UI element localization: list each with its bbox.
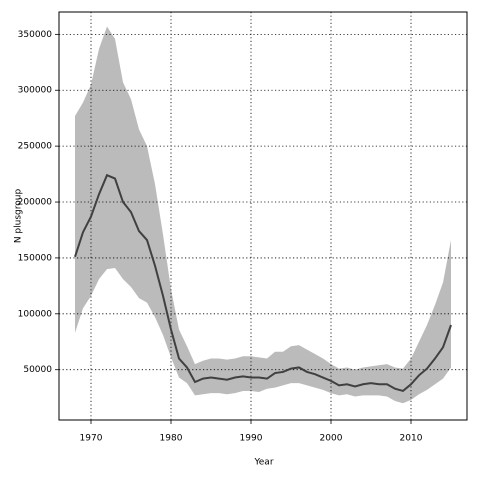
y-tick-label: 100000 <box>18 309 53 319</box>
x-tick-label: 1970 <box>80 434 103 444</box>
y-tick-label: 300000 <box>18 86 53 96</box>
confidence-band <box>75 26 451 404</box>
x-tick-label: 1990 <box>240 434 263 444</box>
y-tick-label: 350000 <box>18 30 53 40</box>
plot-frame <box>58 11 468 421</box>
y-axis-label: N plusgroup <box>14 189 24 244</box>
y-tick-label: 150000 <box>18 253 53 263</box>
y-tick-label: 50000 <box>23 365 52 375</box>
x-tick-label: 2000 <box>320 434 343 444</box>
y-tick-label: 200000 <box>18 198 53 208</box>
y-tick-label: 250000 <box>18 142 53 152</box>
x-tick-label: 2010 <box>400 434 423 444</box>
x-axis-label: Year <box>253 458 273 468</box>
line <box>74 173 452 393</box>
x-tick-label: 1980 <box>160 434 183 444</box>
